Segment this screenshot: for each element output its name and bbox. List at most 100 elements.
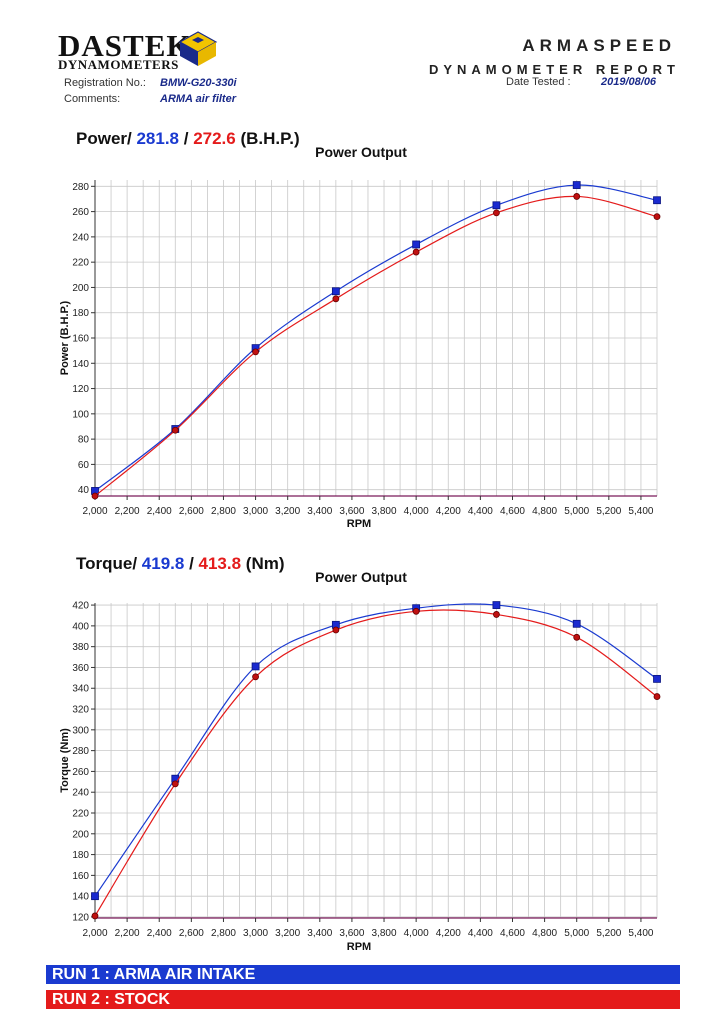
torque-x-tick-label: 2,800: [211, 928, 236, 939]
legend-run1: RUN 1 : ARMA AIR INTAKE: [46, 965, 680, 984]
legend-run2: RUN 2 : STOCK: [46, 990, 680, 1009]
torque-run2-point: [332, 626, 340, 634]
power-x-tick-label: 4,200: [436, 506, 461, 517]
torque-x-tick-label: 2,600: [179, 928, 204, 939]
power-x-tick-label: 2,000: [82, 506, 107, 517]
power-x-tick-label: 3,000: [243, 506, 268, 517]
torque-header: Torque/ 419.8 / 413.8 (Nm): [76, 554, 285, 574]
torque-x-tick-label: 4,200: [436, 928, 461, 939]
torque-x-tick-label: 3,800: [372, 928, 397, 939]
power-y-tick-label: 100: [72, 409, 89, 420]
comments-label: Comments:: [64, 93, 121, 105]
torque-y-tick-label: 120: [72, 912, 89, 923]
torque-x-tick-label: 3,200: [275, 928, 300, 939]
torque-x-tick-label: 2,400: [147, 928, 172, 939]
power-run2-point: [332, 295, 340, 303]
torque-run1-point: [492, 601, 501, 609]
torque-y-tick-label: 340: [72, 684, 89, 695]
power-x-tick-label: 4,800: [532, 506, 557, 517]
torque-y-tick-label: 260: [72, 767, 89, 778]
power-header-sep: /: [179, 129, 194, 148]
registration-label: Registration No.:: [64, 77, 146, 89]
torque-x-tick-label: 3,000: [243, 928, 268, 939]
power-run2-point: [91, 492, 99, 500]
torque-x-tick-label: 2,200: [115, 928, 140, 939]
torque-x-tick-label: 4,400: [468, 928, 493, 939]
torque-run2-point: [493, 611, 500, 618]
power-y-tick-label: 140: [72, 359, 89, 370]
power-x-tick-label: 3,800: [372, 506, 397, 517]
power-run1-point: [331, 287, 340, 296]
torque-x-tick-label: 4,000: [404, 928, 429, 939]
power-header: Power/ 281.8 / 272.6 (B.H.P.): [76, 129, 300, 149]
power-run1-point: [572, 181, 581, 189]
power-x-tick-label: 5,200: [596, 506, 621, 517]
torque-chart-title: Power Output: [315, 569, 407, 585]
torque-y-tick-label: 360: [72, 663, 89, 674]
power-chart: Power Output 40 60 80 100 120 140 160 180 200 220 2…: [59, 144, 661, 530]
power-y-tick-label: 180: [72, 308, 89, 319]
torque-y-tick-label: 160: [72, 871, 89, 882]
torque-run1-point: [572, 619, 581, 628]
power-header-prefix: Power/: [76, 129, 137, 148]
power-x-axis-label: RPM: [347, 518, 371, 530]
power-y-tick-label: 80: [78, 435, 90, 446]
power-run1-point: [653, 196, 661, 205]
torque-run2-point: [653, 693, 661, 700]
power-x-tick-label: 3,600: [339, 506, 364, 517]
logo-wordmark: DASTEK: [58, 28, 192, 63]
power-x-tick-label: 2,600: [179, 506, 204, 517]
power-run2-point: [573, 193, 581, 200]
torque-header-unit: (Nm): [241, 554, 285, 573]
power-y-tick-label: 260: [72, 207, 89, 218]
power-y-axis-label: Power (B.H.P.): [59, 300, 71, 375]
torque-run2-point: [573, 633, 581, 641]
torque-run1-point: [91, 892, 99, 901]
torque-run2-point: [252, 673, 259, 681]
power-y-tick-label: 200: [72, 283, 89, 294]
torque-chart: Power Output 120 140 160 180 200 220 240 260 280 3…: [59, 569, 661, 953]
power-x-tick-label: 2,400: [147, 506, 172, 517]
torque-y-tick-label: 300: [72, 725, 89, 736]
power-header-unit: (B.H.P.): [235, 129, 300, 148]
torque-x-tick-label: 4,600: [500, 928, 525, 939]
report-title: DYNAMOMETER REPORT: [428, 62, 680, 77]
torque-y-tick-label: 420: [72, 601, 89, 612]
torque-x-tick-label: 5,200: [596, 928, 621, 939]
power-chart-title: Power Output: [315, 144, 407, 160]
torque-x-tick-label: 3,600: [339, 928, 364, 939]
power-y-tick-label: 120: [72, 384, 89, 395]
power-run2-point: [412, 248, 420, 256]
date-label: Date Tested :: [506, 76, 571, 88]
torque-run1-point: [653, 674, 661, 683]
torque-x-tick-label: 5,400: [628, 928, 653, 939]
torque-x-tick-label: 4,800: [532, 928, 557, 939]
dastek-logo-icon: [178, 31, 218, 66]
torque-y-axis-label: Torque (Nm): [59, 728, 71, 793]
power-run2-point: [171, 426, 179, 434]
power-run2-point: [252, 348, 259, 356]
torque-y-tick-label: 200: [72, 829, 89, 840]
torque-y-tick-label: 140: [72, 892, 89, 903]
power-run2-peak: 272.6: [193, 129, 236, 148]
power-run1-point: [492, 201, 501, 210]
torque-run2-point: [171, 780, 179, 788]
torque-y-tick-label: 180: [72, 850, 89, 861]
torque-y-tick-label: 320: [72, 705, 89, 716]
torque-y-tick-label: 400: [72, 621, 89, 632]
power-x-tick-label: 3,200: [275, 506, 300, 517]
power-x-tick-label: 3,400: [307, 506, 332, 517]
power-y-tick-label: 240: [72, 232, 89, 243]
power-run2-point: [653, 213, 661, 221]
date-value: 2019/08/06: [601, 76, 657, 88]
logo-subtitle: DYNAMOMETERS: [58, 57, 179, 72]
power-y-tick-label: 220: [72, 258, 89, 269]
power-y-tick-label: 160: [72, 334, 89, 345]
torque-x-tick-label: 2,000: [82, 928, 107, 939]
comments-value: ARMA air filter: [160, 93, 236, 105]
torque-run1-point: [251, 662, 260, 671]
power-y-tick-label: 60: [78, 460, 90, 471]
torque-run2-point: [91, 912, 99, 920]
torque-run1-peak: 419.8: [141, 554, 185, 573]
power-x-tick-label: 4,000: [404, 506, 429, 517]
